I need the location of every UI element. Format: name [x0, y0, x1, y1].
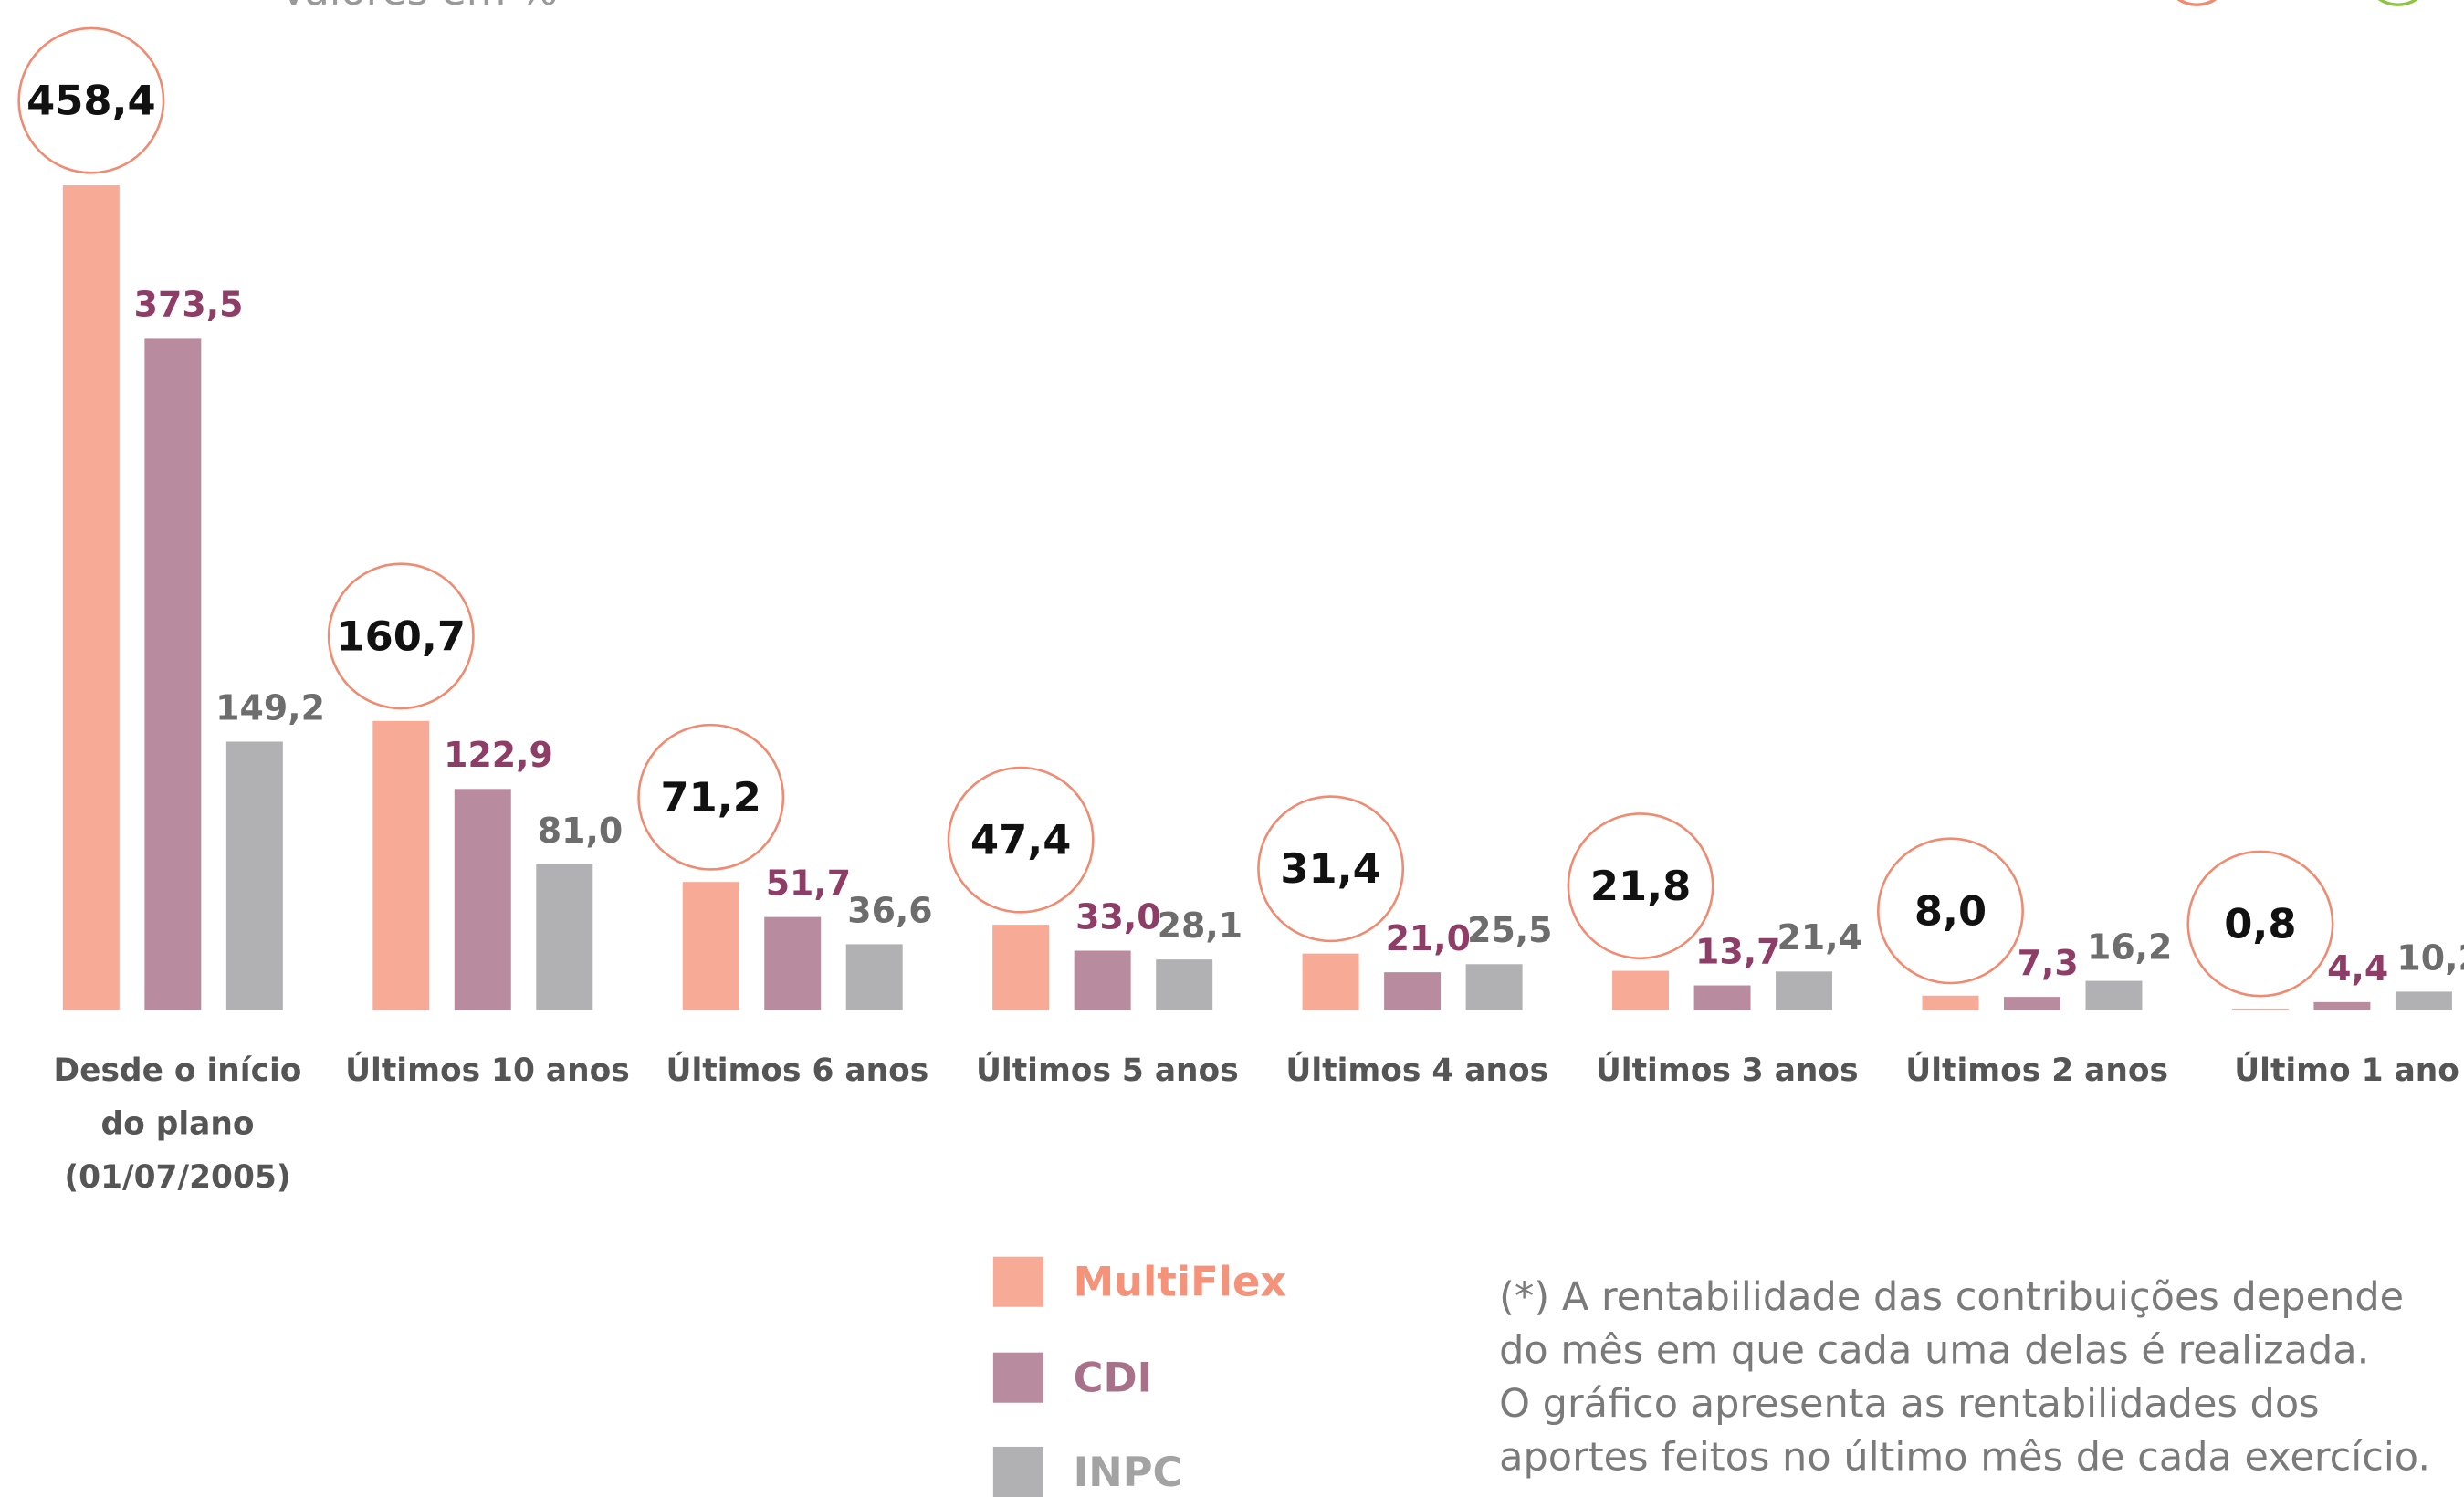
value-label: 149,2	[215, 687, 325, 728]
value-label: 81,0	[538, 811, 623, 851]
bar	[1156, 959, 1213, 1010]
value-badge	[947, 766, 1095, 914]
bar	[1776, 971, 1833, 1010]
value-label: 458,4	[26, 77, 156, 125]
bar	[1074, 950, 1131, 1010]
bar	[2004, 997, 2060, 1010]
bar	[1612, 970, 1670, 1010]
value-label: 71,2	[661, 773, 761, 822]
x-tick-label: Último 1 ano	[2234, 1052, 2459, 1089]
value-badge	[2186, 850, 2334, 998]
bar	[2085, 980, 2143, 1010]
value-label: 373,5	[134, 284, 244, 324]
value-label: 51,7	[766, 864, 851, 904]
legend-swatch	[992, 1256, 1043, 1307]
bar	[372, 720, 430, 1010]
value-label: 36,6	[847, 890, 932, 930]
legend-swatch	[992, 1352, 1043, 1403]
value-label: 33,0	[1075, 896, 1160, 937]
value-label: 8,0	[1914, 886, 1987, 935]
bar	[1384, 972, 1442, 1010]
legend-label: CDI	[1074, 1354, 1153, 1402]
legend-swatch	[992, 1446, 1043, 1497]
bar	[2231, 1008, 2289, 1010]
value-label: 10,2	[2396, 937, 2464, 978]
bar	[454, 789, 511, 1010]
decoration	[2377, 0, 2418, 6]
bar	[1465, 964, 1523, 1010]
bar	[225, 741, 283, 1010]
bar	[845, 944, 903, 1010]
value-label: 31,4	[1280, 844, 1380, 893]
value-badge	[1877, 837, 2024, 985]
value-label: 25,5	[1467, 910, 1552, 950]
value-badge	[1257, 795, 1405, 943]
x-tick-label: Últimos 4 anos	[1285, 1052, 1548, 1089]
legend-label: MultiFlex	[1074, 1258, 1287, 1306]
bar	[62, 185, 120, 1010]
bar	[1693, 985, 1751, 1010]
x-tick-label: Desde o início do plano (01/07/2005)	[54, 1052, 302, 1196]
bar	[1922, 995, 1979, 1010]
value-label: 0,8	[2224, 900, 2296, 948]
value-label: 47,4	[970, 816, 1071, 864]
value-badge	[637, 723, 785, 871]
footnote: (*) A rentabilidade das contribuições de…	[1499, 1274, 2430, 1481]
x-tick-label: Últimos 5 anos	[976, 1052, 1239, 1089]
x-tick-label: Últimos 6 anos	[666, 1052, 929, 1089]
value-label: 28,1	[1158, 906, 1242, 946]
value-badge	[17, 26, 165, 174]
value-label: 13,7	[1695, 931, 1780, 971]
value-badge	[327, 562, 475, 710]
value-badge	[1567, 812, 1714, 960]
value-label: 21,4	[1777, 917, 1862, 958]
value-label: 4,4	[2327, 948, 2388, 989]
x-tick-label: Últimos 2 anos	[1905, 1052, 2168, 1089]
x-tick-label: Últimos 3 anos	[1596, 1052, 1859, 1089]
x-tick-label: Últimos 10 anos	[345, 1052, 630, 1089]
value-label: 21,0	[1386, 918, 1471, 958]
bar	[1302, 953, 1359, 1010]
chart-subtitle: Valores em %	[279, 0, 558, 15]
legend-label: INPC	[1074, 1448, 1183, 1496]
bar	[2313, 1001, 2371, 1010]
value-label: 21,8	[1590, 862, 1691, 910]
bar	[764, 916, 822, 1010]
value-label: 7,3	[2018, 943, 2079, 983]
bar	[2395, 991, 2452, 1010]
bar	[536, 864, 593, 1010]
bar	[992, 925, 1050, 1010]
bar	[682, 882, 739, 1010]
value-label: 122,9	[444, 735, 553, 775]
bar	[144, 338, 202, 1010]
decoration	[2176, 0, 2218, 6]
value-label: 16,2	[2087, 927, 2172, 968]
value-label: 160,7	[337, 612, 467, 660]
